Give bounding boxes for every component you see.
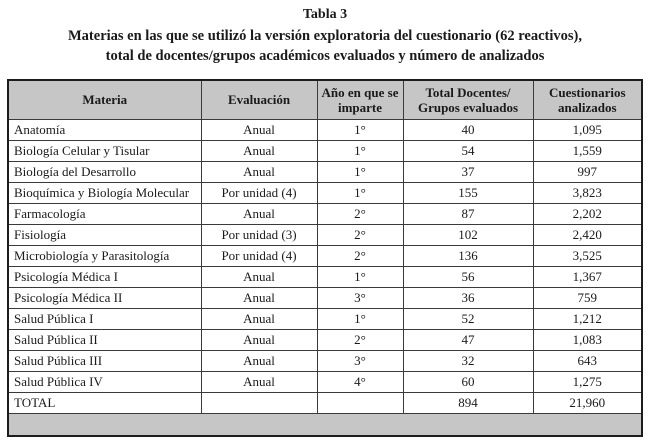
cell-evaluacion: Anual (200, 287, 318, 310)
cell-docentes: 32 (402, 350, 534, 373)
table-caption: Tabla 3 Materias en las que se utilizó l… (0, 0, 650, 66)
cell-ano: 4° (316, 371, 404, 394)
table-footer-bar (7, 413, 643, 437)
table-subtitle: Materias en las que se utilizó la versió… (0, 27, 650, 66)
cell-docentes: 47 (402, 329, 534, 352)
materias-table: Materia Evaluación Año en que se imparte… (7, 79, 643, 438)
cell-docentes: 52 (402, 308, 534, 331)
cell-ano: 3° (316, 287, 404, 310)
header-cuestionarios: Cuestionarios analizados (532, 79, 643, 121)
cell-cuestionarios: 1,275 (532, 371, 643, 394)
cell-materia: Salud Pública IV (7, 371, 202, 394)
cell-docentes: 136 (402, 245, 534, 268)
cell-cuestionarios: 1,559 (532, 140, 643, 163)
table-row: Bioquímica y Biología Molecular Por unid… (7, 182, 643, 205)
table-row: Psicología Médica I Anual 1° 56 1,367 (7, 266, 643, 289)
cell-docentes: 37 (402, 161, 534, 184)
cell-ano: 3° (316, 350, 404, 373)
table-row: Salud Pública IV Anual 4° 60 1,275 (7, 371, 643, 394)
cell-docentes: 102 (402, 224, 534, 247)
cell-materia: Anatomía (7, 119, 202, 142)
cell-materia: Biología Celular y Tisular (7, 140, 202, 163)
cell-docentes: 40 (402, 119, 534, 142)
cell-evaluacion: Por unidad (4) (200, 182, 318, 205)
cell-docentes: 60 (402, 371, 534, 394)
cell-ano: 1° (316, 266, 404, 289)
cell-evaluacion: Anual (200, 266, 318, 289)
cell-evaluacion: Anual (200, 203, 318, 226)
cell-materia: Farmacología (7, 203, 202, 226)
cell-materia: Psicología Médica II (7, 287, 202, 310)
cell-ano: 1° (316, 308, 404, 331)
cell-evaluacion: Anual (200, 308, 318, 331)
cell-evaluacion: Anual (200, 119, 318, 142)
table-row: Salud Pública II Anual 2° 47 1,083 (7, 329, 643, 352)
table-subtitle-line1: Materias en las que se utilizó la versió… (68, 28, 582, 44)
cell-ano: 1° (316, 161, 404, 184)
cell-materia: Microbiología y Parasitología (7, 245, 202, 268)
cell-docentes: 155 (402, 182, 534, 205)
cell-ano: 2° (316, 224, 404, 247)
cell-evaluacion: Por unidad (3) (200, 224, 318, 247)
cell-total-label: TOTAL (7, 392, 202, 415)
table-footer-bar-row (7, 413, 643, 437)
table-number: Tabla 3 (302, 7, 348, 22)
total-row: TOTAL 894 21,960 (7, 392, 643, 415)
cell-docentes: 56 (402, 266, 534, 289)
cell-cuestionarios: 1,212 (532, 308, 643, 331)
cell-cuestionarios: 2,420 (532, 224, 643, 247)
cell-docentes: 36 (402, 287, 534, 310)
table-row: Fisiología Por unidad (3) 2° 102 2,420 (7, 224, 643, 247)
cell-evaluacion: Por unidad (4) (200, 245, 318, 268)
cell-cuestionarios: 2,202 (532, 203, 643, 226)
cell-materia: Salud Pública II (7, 329, 202, 352)
cell-cuestionarios: 3,823 (532, 182, 643, 205)
table-row: Microbiología y Parasitología Por unidad… (7, 245, 643, 268)
table-row: Salud Pública III Anual 3° 32 643 (7, 350, 643, 373)
header-evaluacion: Evaluación (200, 79, 318, 121)
cell-ano: 2° (316, 329, 404, 352)
table-row: Biología Celular y Tisular Anual 1° 54 1… (7, 140, 643, 163)
table-row: Anatomía Anual 1° 40 1,095 (7, 119, 643, 142)
header-ano-imparte: Año en que se imparte (316, 79, 404, 121)
cell-cuestionarios: 1,083 (532, 329, 643, 352)
table-header-row: Materia Evaluación Año en que se imparte… (7, 79, 643, 121)
cell-materia: Salud Pública I (7, 308, 202, 331)
cell-ano: 2° (316, 245, 404, 268)
cell-total-cuestionarios: 21,960 (532, 392, 643, 415)
table-row: Psicología Médica II Anual 3° 36 759 (7, 287, 643, 310)
cell-evaluacion: Anual (200, 329, 318, 352)
cell-ano: 1° (316, 119, 404, 142)
cell-materia: Psicología Médica I (7, 266, 202, 289)
cell-total-evaluacion-empty (200, 392, 318, 415)
table-row: Biología del Desarrollo Anual 1° 37 997 (7, 161, 643, 184)
cell-cuestionarios: 1,367 (532, 266, 643, 289)
cell-ano: 1° (316, 140, 404, 163)
cell-materia: Salud Pública III (7, 350, 202, 373)
cell-ano: 1° (316, 182, 404, 205)
cell-evaluacion: Anual (200, 161, 318, 184)
cell-cuestionarios: 1,095 (532, 119, 643, 142)
cell-evaluacion: Anual (200, 371, 318, 394)
cell-cuestionarios: 643 (532, 350, 643, 373)
cell-docentes: 87 (402, 203, 534, 226)
table-subtitle-line2: total de docentes/grupos académicos eval… (105, 47, 545, 64)
cell-cuestionarios: 3,525 (532, 245, 643, 268)
cell-docentes: 54 (402, 140, 534, 163)
cell-materia: Biología del Desarrollo (7, 161, 202, 184)
cell-evaluacion: Anual (200, 140, 318, 163)
cell-total-docentes: 894 (402, 392, 534, 415)
cell-cuestionarios: 759 (532, 287, 643, 310)
cell-materia: Bioquímica y Biología Molecular (7, 182, 202, 205)
table-row: Farmacología Anual 2° 87 2,202 (7, 203, 643, 226)
cell-total-ano-empty (316, 392, 404, 415)
header-total-docentes: Total Docentes/ Grupos evaluados (402, 79, 534, 121)
table-row: Salud Pública I Anual 1° 52 1,212 (7, 308, 643, 331)
cell-cuestionarios: 997 (532, 161, 643, 184)
header-materia: Materia (7, 79, 202, 121)
cell-evaluacion: Anual (200, 350, 318, 373)
cell-ano: 2° (316, 203, 404, 226)
cell-materia: Fisiología (7, 224, 202, 247)
